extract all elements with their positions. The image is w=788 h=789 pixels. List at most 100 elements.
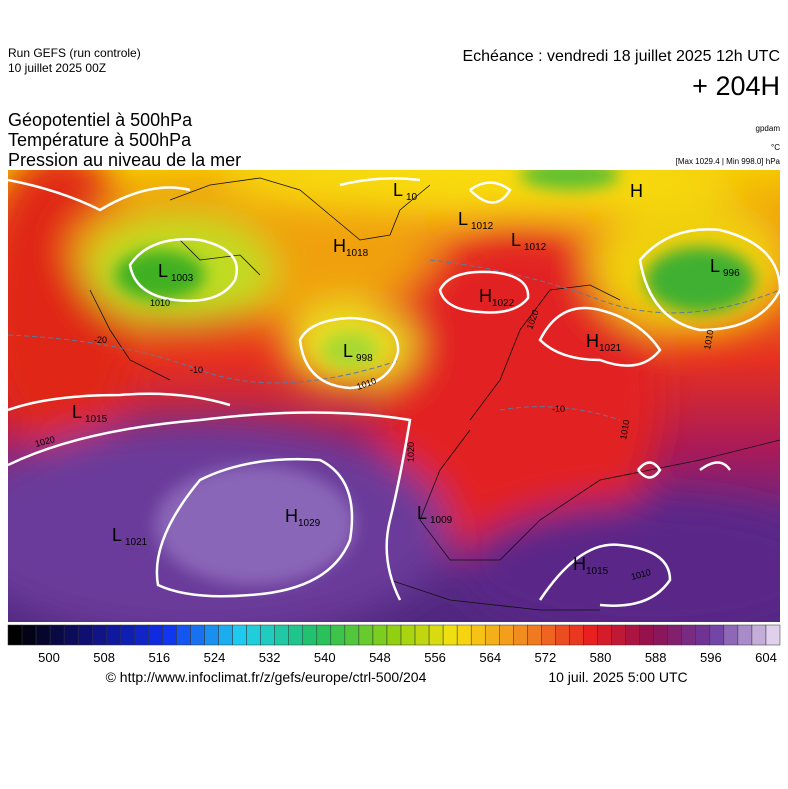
center-kind: L: [511, 230, 521, 250]
colorbar-cell: [35, 624, 51, 646]
colorbar-cell: [414, 624, 430, 646]
center-value: 1029: [298, 518, 321, 529]
colorbar-tick-label: 572: [535, 650, 557, 665]
center-value: 1018: [346, 248, 369, 259]
colorbar-cell: [246, 624, 261, 646]
center-kind: H: [586, 331, 599, 351]
colorbar-cell: [499, 624, 514, 646]
colorbar-tick-label: 540: [314, 650, 336, 665]
source: © http://www.infoclimat.fr/z/gefs/europe…: [106, 669, 427, 685]
colorbar-cell: [148, 624, 163, 646]
colorbar-cell: [372, 624, 388, 646]
colorbar-cell: [709, 624, 725, 646]
center-kind: H: [333, 236, 346, 256]
colorbar-cell: [583, 624, 598, 646]
temperature-label: -10: [190, 365, 203, 375]
center-kind: L: [393, 180, 403, 200]
colorbar-cell: [316, 624, 332, 646]
center-kind: H: [573, 554, 586, 574]
colorbar-cell: [176, 624, 191, 646]
center-kind: H: [285, 506, 298, 526]
colorbar-cell: [611, 624, 626, 646]
colorbar-cell: [751, 624, 767, 646]
colorbar-cell: [386, 624, 402, 646]
colorbar-cell: [204, 624, 219, 646]
colorbar-cell: [723, 624, 739, 646]
colorbar-cell: [400, 624, 416, 646]
colorbar-cell: [330, 624, 346, 646]
colorbar-cell: [162, 624, 177, 646]
center-value: 1009: [430, 515, 453, 526]
colorbar-cell: [63, 624, 79, 646]
center-kind: L: [417, 503, 427, 523]
center-kind: H: [479, 286, 492, 306]
colorbar-cell: [653, 624, 668, 646]
colorbar-tick-label: 516: [148, 650, 170, 665]
colorbar-tick-label: 556: [424, 650, 446, 665]
colorbar-cell: [541, 624, 556, 646]
colorbar-cell: [218, 624, 233, 646]
colorbar-cell: [302, 624, 318, 646]
center-value: 1012: [524, 242, 547, 253]
colorbar-cell: [470, 624, 486, 646]
issued: 10 juil. 2025 5:00 UTC: [548, 669, 687, 685]
center-value: 10: [406, 192, 418, 203]
colorbar-cell: [765, 624, 781, 646]
colorbar-cell: [274, 624, 289, 646]
colorbar-cell: [513, 624, 528, 646]
center-value: 1015: [586, 566, 609, 577]
colorbar-tick-label: 508: [93, 650, 115, 665]
colorbar-cell: [77, 624, 93, 646]
center-value: 1015: [85, 414, 108, 425]
colorbar-cell: [428, 624, 444, 646]
colorbar-cell: [527, 624, 542, 646]
center-value: 1012: [471, 221, 494, 232]
colorbar-tick-label: 580: [590, 650, 612, 665]
colorbar-cell: [91, 624, 107, 646]
title: Température à 500hPa: [8, 130, 192, 150]
colorbar-cell: [190, 624, 205, 646]
unit: °C: [771, 143, 780, 152]
colorbar-cell: [625, 624, 640, 646]
colorbar-cell: [344, 624, 360, 646]
colorbar-cell: [639, 624, 654, 646]
colorbar-cell: [442, 624, 458, 646]
colorbar-cell: [134, 624, 149, 646]
colorbar-cell: [737, 624, 753, 646]
colorbar-tick-label: 548: [369, 650, 391, 665]
center-kind: L: [72, 402, 82, 422]
colorbar-cell: [106, 624, 121, 646]
lead-time: + 204H: [692, 71, 780, 101]
run-date: 10 juillet 2025 00Z: [8, 61, 106, 75]
colorbar-cell: [555, 624, 570, 646]
colorbar-tick-label: 524: [204, 650, 226, 665]
center-value: 996: [723, 268, 740, 279]
center-value: 1021: [125, 537, 148, 548]
center-kind: L: [458, 209, 468, 229]
colorbar-cell: [597, 624, 612, 646]
colorbar-cell: [120, 624, 135, 646]
colorbar-cell: [358, 624, 374, 646]
title: Pression au niveau de la mer: [8, 150, 241, 170]
map: [8, 170, 780, 622]
colorbar: 500 508 516 524 532 540 548 556 564 572 580 588 596 6…: [7, 624, 781, 665]
center-value: 1021: [599, 343, 622, 354]
colorbar-tick-label: 604: [755, 650, 777, 665]
unit: [Max 1029.4 | Min 998.0] hPa: [676, 157, 781, 166]
colorbar-cell: [667, 624, 682, 646]
center-kind: L: [710, 256, 720, 276]
colorbar-cell: [260, 624, 275, 646]
center-kind: L: [112, 525, 122, 545]
run: Run GEFS (run controle): [8, 46, 141, 60]
isobar-label: 1010: [702, 329, 715, 350]
isobar-label: 1010: [618, 419, 631, 440]
center-value: 1022: [492, 298, 515, 309]
echeance: Echéance : vendredi 18 juillet 2025 12h …: [462, 48, 780, 65]
isobar-label: 1020: [406, 442, 416, 462]
colorbar-cell: [569, 624, 584, 646]
colorbar-tick-label: 596: [700, 650, 722, 665]
colorbar-cell: [695, 624, 711, 646]
unit: gpdam: [756, 124, 781, 133]
